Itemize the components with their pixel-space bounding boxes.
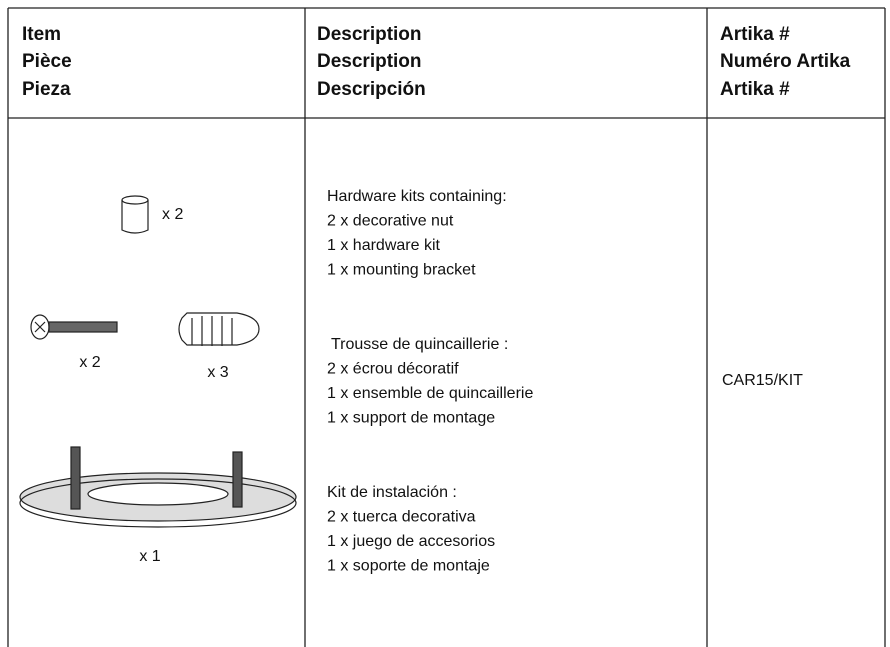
header-artika: Numéro Artika — [720, 51, 851, 72]
description-line: Kit de instalación : — [327, 484, 457, 501]
mounting-bracket-icon — [19, 446, 297, 528]
quantity: x 2 — [79, 354, 100, 371]
header-description: Description — [317, 51, 422, 72]
description-cell: Hardware kits containing: 2 x decorative … — [327, 188, 533, 575]
description-line: 1 x ensemble de quincaillerie — [327, 385, 533, 402]
header-item: Item — [22, 24, 61, 45]
header-item: Pieza — [22, 79, 71, 100]
decorative-nut-icon — [121, 195, 149, 234]
artika-number: CAR15/KIT — [722, 372, 803, 389]
screw-icon — [30, 314, 118, 340]
description-line: 1 x juego de accesorios — [327, 533, 495, 550]
quantity: x 1 — [139, 548, 160, 565]
description-line: Hardware kits containing: — [327, 188, 507, 205]
header-description: Description — [317, 24, 422, 45]
description-line: 1 x hardware kit — [327, 237, 440, 254]
description-line: 2 x tuerca decorativa — [327, 509, 476, 526]
description-line: 2 x écrou décoratif — [327, 361, 459, 378]
description-line: 1 x soporte de montaje — [327, 558, 490, 575]
description-line: Trousse de quincaillerie : — [331, 336, 508, 353]
wire-nut-icon — [178, 312, 260, 346]
description-line: 1 x support de montage — [327, 410, 495, 427]
table-grid — [7, 7, 886, 647]
quantity: x 2 — [162, 206, 183, 223]
header-description: Descripción — [317, 79, 426, 100]
quantity: x 3 — [207, 364, 228, 381]
header-artika: Artika # — [720, 79, 790, 100]
description-line: 2 x decorative nut — [327, 213, 454, 230]
header-item: Pièce — [22, 51, 72, 72]
description-line: 1 x mounting bracket — [327, 262, 476, 279]
header-artika: Artika # — [720, 24, 790, 45]
